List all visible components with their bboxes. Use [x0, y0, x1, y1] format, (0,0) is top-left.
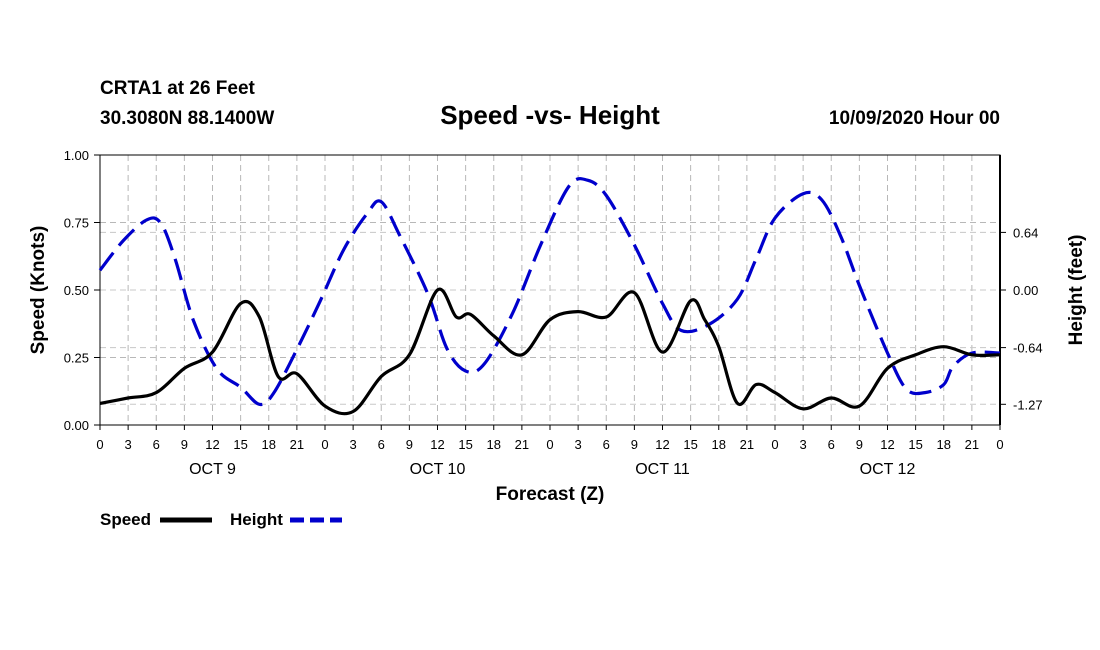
x-tick-label: 0 [96, 437, 103, 452]
y-right-tick-label: -1.27 [1013, 397, 1043, 412]
x-tick-label: 3 [800, 437, 807, 452]
x-tick-label: 18 [937, 437, 951, 452]
series-line-speed [99, 287, 1001, 416]
x-tick-label: 12 [655, 437, 669, 452]
x-tick-label: 0 [546, 437, 553, 452]
x-tick-label: 9 [631, 437, 638, 452]
legend-speed-label: Speed [100, 510, 151, 529]
y-right-tick-label: -0.64 [1013, 341, 1043, 356]
x-tick-label: 6 [828, 437, 835, 452]
x-tick-label: 15 [908, 437, 922, 452]
x-tick-label: 15 [233, 437, 247, 452]
grid [100, 155, 1000, 425]
x-tick-label: 21 [290, 437, 304, 452]
x-axis-label: Forecast (Z) [496, 484, 605, 505]
y-left-tick-label: 1.00 [64, 148, 89, 163]
day-label: OCT 12 [860, 461, 916, 478]
x-tick-label: 12 [205, 437, 219, 452]
x-tick-label: 6 [153, 437, 160, 452]
y-left-tick-label: 0.00 [64, 418, 89, 433]
series-line-height [98, 177, 1001, 407]
run-time-label: 10/09/2020 Hour 00 [829, 108, 1000, 129]
x-tick-label: 15 [458, 437, 472, 452]
day-label: OCT 10 [410, 461, 466, 478]
y-right-tick-label: 0.64 [1013, 225, 1038, 240]
tick-labels: 0 3 6 9 12 15 18 21 0 3 6 9 12 15 18 21 0 3 6 9 12 15 18 21 0 3 6 9… [64, 148, 1043, 478]
x-tick-label: 3 [575, 437, 582, 452]
legend: Speed Height [100, 510, 342, 529]
x-tick-label: 6 [603, 437, 610, 452]
x-tick-label: 12 [880, 437, 894, 452]
y-left-tick-label: 0.50 [64, 283, 89, 298]
axes [94, 154, 1006, 430]
x-tick-label: 6 [378, 437, 385, 452]
x-tick-label: 3 [350, 437, 357, 452]
x-tick-label: 21 [740, 437, 754, 452]
x-tick-label: 9 [181, 437, 188, 452]
y-left-tick-label: 0.75 [64, 216, 89, 231]
x-tick-label: 0 [321, 437, 328, 452]
legend-height-label: Height [230, 510, 283, 529]
x-tick-label: 0 [771, 437, 778, 452]
x-tick-label: 12 [430, 437, 444, 452]
y-left-axis-label: Speed (Knots) [28, 226, 49, 355]
x-tick-label: 9 [406, 437, 413, 452]
coords-label: 30.3080N 88.1400W [100, 108, 274, 129]
x-tick-label: 21 [515, 437, 529, 452]
chart-title: Speed -vs- Height [440, 100, 660, 130]
x-tick-label: 21 [965, 437, 979, 452]
x-tick-label: 0 [996, 437, 1003, 452]
day-label: OCT 9 [189, 461, 236, 478]
x-tick-label: 3 [125, 437, 132, 452]
station-label: CRTA1 at 26 Feet [100, 78, 256, 99]
x-tick-label: 18 [487, 437, 501, 452]
day-label: OCT 11 [635, 461, 690, 478]
y-right-tick-label: 0.00 [1013, 283, 1038, 298]
x-tick-label: 9 [856, 437, 863, 452]
x-tick-label: 18 [262, 437, 276, 452]
y-right-axis-label: Height (feet) [1066, 235, 1087, 346]
x-tick-label: 15 [683, 437, 697, 452]
series-group [98, 177, 1001, 416]
y-left-tick-label: 0.25 [64, 351, 89, 366]
x-tick-label: 18 [712, 437, 726, 452]
